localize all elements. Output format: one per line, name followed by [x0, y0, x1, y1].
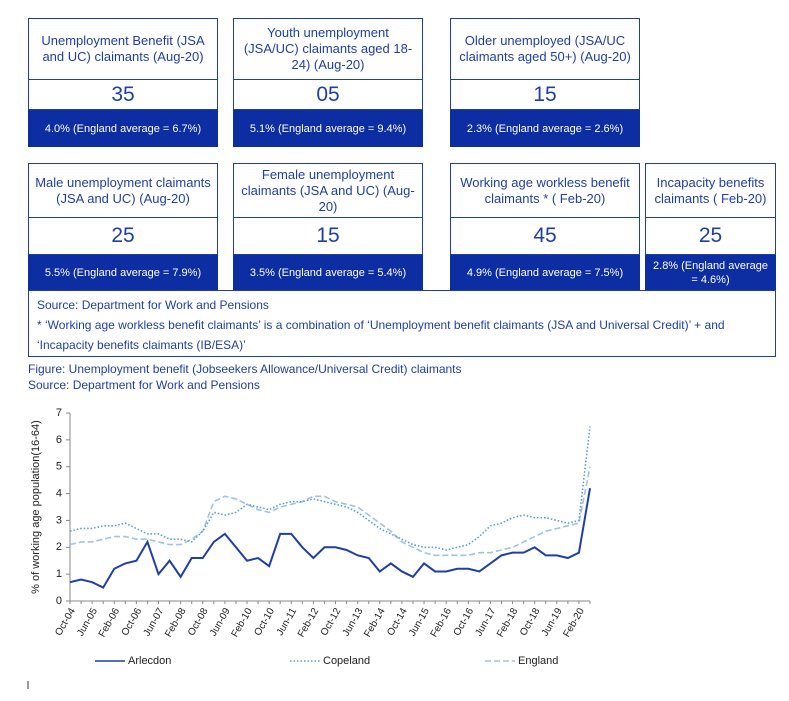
series-line	[69, 488, 591, 589]
y-tick-label: 4	[56, 487, 62, 499]
y-tick-label: 1	[56, 568, 62, 580]
card-note: 4.9% (England average = 7.5%)	[450, 255, 640, 290]
card-note: 5.1% (England average = 9.4%)	[233, 110, 423, 147]
card-value: 25	[28, 218, 218, 255]
card-note: 2.8% (England average = 4.6%)	[645, 255, 776, 290]
card-title: Incapacity benefits claimants ( Feb-20)	[645, 163, 776, 218]
y-tick-label: 3	[56, 514, 62, 526]
x-tick-label: Feb-08	[163, 606, 189, 639]
card-value: 15	[450, 80, 640, 110]
x-tick-label: Feb-12	[296, 606, 322, 639]
stat-card: Older unemployed (JSA/UC claimants aged …	[450, 18, 640, 147]
figure-source: Source: Department for Work and Pensions	[28, 378, 260, 392]
x-tick-label: Oct-10	[252, 606, 277, 638]
card-title: Female unemployment claimants (JSA and U…	[233, 163, 423, 218]
figure-caption: Figure: Unemployment benefit (Jobseekers…	[28, 361, 462, 393]
card-value: 15	[233, 218, 423, 255]
stat-card: Male unemployment claimants (JSA and UC)…	[28, 163, 218, 290]
card-value: 45	[450, 218, 640, 255]
y-tick-label: 2	[56, 541, 62, 553]
x-tick-label: Feb-16	[429, 606, 455, 639]
x-tick-label: Feb-14	[362, 606, 388, 639]
card-title: Working age workless benefit claimants *…	[450, 163, 640, 218]
caption: Figure: Unemployment benefit (Jobseekers…	[28, 362, 462, 376]
x-tick-label: Feb-20	[561, 606, 587, 639]
card-note: 3.5% (England average = 5.4%)	[233, 255, 423, 290]
chart: % of working age population(16-64) 0 1 2 3 4…	[27, 407, 591, 689]
card-title: Unemployment Benefit (JSA and UC) claima…	[28, 18, 218, 80]
stat-card: Working age workless benefit claimants *…	[450, 163, 640, 290]
footnote: * ‘Working age workless benefit claimant…	[37, 318, 725, 352]
source: Source: Department for Work and Pensions	[37, 298, 269, 312]
legend-label: Arlecdon	[128, 655, 171, 667]
card-value: 05	[233, 80, 423, 110]
card-note: 5.5% (England average = 7.9%)	[28, 255, 218, 290]
source-box: Source: Department for Work and Pensions…	[28, 290, 776, 357]
y-tick-label: 5	[56, 461, 62, 473]
x-tick-label: Feb-18	[495, 606, 521, 639]
card-note: 2.3% (England average = 2.6%)	[450, 110, 640, 147]
series-line	[69, 426, 591, 551]
legend-label: Copeland	[323, 655, 370, 667]
card-title: Youth unemployment (JSA/UC) claimants ag…	[233, 18, 423, 80]
x-tick-label: Feb-06	[97, 606, 123, 639]
stat-card: Incapacity benefits claimants ( Feb-20) 2…	[645, 163, 776, 290]
card-note: 4.0% (England average = 6.7%)	[28, 110, 218, 147]
stat-card: Unemployment Benefit (JSA and UC) claima…	[28, 18, 218, 147]
y-axis-label: % of working age population(16-64)	[30, 420, 42, 594]
card-title: Male unemployment claimants (JSA and UC)…	[28, 163, 218, 218]
card-value: 25	[645, 218, 776, 255]
card-title: Older unemployed (JSA/UC claimants aged …	[450, 18, 640, 80]
y-tick-label: 6	[56, 434, 62, 446]
legend-label: England	[518, 655, 558, 667]
stat-card: Female unemployment claimants (JSA and U…	[233, 163, 423, 290]
y-tick-label: 0	[56, 595, 62, 607]
stat-card: Youth unemployment (JSA/UC) claimants ag…	[233, 18, 423, 147]
x-tick-label: Feb-10	[230, 606, 256, 639]
card-value: 35	[28, 80, 218, 110]
y-tick-label: 7	[56, 407, 62, 419]
